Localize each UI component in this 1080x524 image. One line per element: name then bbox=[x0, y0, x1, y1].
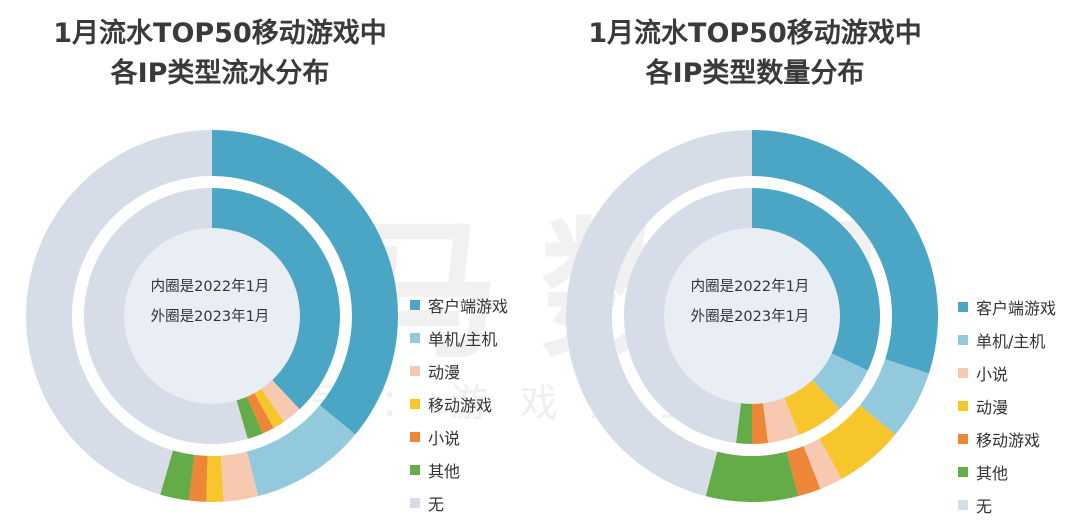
left-legend-label-6: 无 bbox=[428, 494, 445, 514]
right-outer-slice-1 bbox=[859, 359, 929, 435]
right-legend-swatch-3 bbox=[958, 400, 968, 411]
right-legend-label-1: 单机/主机 bbox=[976, 331, 1046, 351]
right-legend-label-0: 客户端游戏 bbox=[976, 298, 1057, 318]
left-legend-label-1: 单机/主机 bbox=[428, 329, 498, 349]
left-legend-label-2: 动漫 bbox=[428, 362, 461, 382]
left-legend-label-4: 小说 bbox=[428, 428, 461, 448]
right-center-line2: 外圈是2023年1月 bbox=[690, 309, 810, 325]
right-chart-title: 1月流水TOP50移动游戏中 各IP类型数量分布 bbox=[540, 14, 970, 94]
left-chart-panel: 1月流水TOP50移动游戏中 各IP类型流水分布 内圈是2022年1月 外圈是2… bbox=[0, 14, 508, 519]
left-donut-chart bbox=[26, 130, 398, 503]
right-outer-slice-5 bbox=[705, 451, 799, 502]
left-legend-item-5: 其他 bbox=[410, 453, 508, 486]
left-legend-swatch-3 bbox=[410, 398, 420, 409]
left-outer-slice-5 bbox=[160, 450, 195, 501]
left-outer-slice-6 bbox=[26, 130, 212, 495]
left-legend-item-6: 无 bbox=[410, 486, 508, 519]
right-legend-swatch-6 bbox=[958, 499, 968, 510]
right-legend-item-1: 单机/主机 bbox=[958, 323, 1056, 356]
left-title-line2: 各IP类型流水分布 bbox=[110, 58, 330, 89]
right-outer-slice-0 bbox=[752, 130, 938, 374]
left-legend-item-1: 单机/主机 bbox=[410, 321, 508, 354]
right-legend-item-6: 无 bbox=[958, 488, 1056, 521]
left-legend-swatch-6 bbox=[410, 497, 420, 508]
left-outer-slice-0 bbox=[212, 130, 398, 435]
left-legend-label-0: 客户端游戏 bbox=[428, 296, 509, 316]
left-legend-item-2: 动漫 bbox=[410, 354, 508, 387]
right-legend-label-5: 其他 bbox=[976, 463, 1009, 483]
left-legend-item-3: 移动游戏 bbox=[410, 387, 508, 420]
right-outer-slice-2 bbox=[819, 405, 896, 479]
left-legend-label-3: 移动游戏 bbox=[428, 395, 493, 415]
right-outer-slice-6 bbox=[566, 129, 752, 497]
left-legend-swatch-0 bbox=[410, 299, 420, 310]
left-chart-title: 1月流水TOP50移动游戏中 各IP类型流水分布 bbox=[0, 14, 440, 94]
right-legend-label-2: 小说 bbox=[976, 364, 1009, 384]
right-legend-item-5: 其他 bbox=[958, 455, 1056, 488]
right-legend-swatch-0 bbox=[958, 301, 968, 312]
right-outer-slice-4 bbox=[786, 446, 821, 497]
right-center-note: 内圈是2022年1月 外圈是2023年1月 bbox=[650, 272, 850, 332]
right-legend-label-4: 移动游戏 bbox=[976, 430, 1041, 450]
right-legend-item-3: 动漫 bbox=[958, 389, 1056, 422]
left-center-note: 内圈是2022年1月 外圈是2023年1月 bbox=[110, 272, 310, 332]
left-legend: 客户端游戏单机/主机动漫移动游戏小说其他无 bbox=[410, 288, 508, 519]
left-legend-label-5: 其他 bbox=[428, 461, 461, 481]
left-center-line2: 外圈是2023年1月 bbox=[150, 309, 270, 325]
left-legend-swatch-5 bbox=[410, 464, 420, 475]
left-legend-swatch-4 bbox=[410, 431, 420, 442]
right-chart-panel: 1月流水TOP50移动游戏中 各IP类型数量分布 内圈是2022年1月 外圈是2… bbox=[540, 0, 1080, 524]
right-center-hole bbox=[664, 228, 840, 404]
right-legend-item-0: 客户端游戏 bbox=[958, 290, 1056, 323]
right-legend-item-4: 移动游戏 bbox=[958, 422, 1056, 455]
left-legend-swatch-1 bbox=[410, 332, 420, 343]
left-center-hole bbox=[124, 228, 300, 404]
right-legend-swatch-1 bbox=[958, 334, 968, 345]
right-legend-label-3: 动漫 bbox=[976, 397, 1009, 417]
right-center-line1: 内圈是2022年1月 bbox=[690, 279, 810, 295]
right-title-line1: 1月流水TOP50移动游戏中 bbox=[588, 18, 922, 49]
right-donut-chart bbox=[566, 129, 938, 502]
left-outer-slice-1 bbox=[246, 405, 356, 497]
right-legend-swatch-5 bbox=[958, 466, 968, 477]
right-legend: 客户端游戏单机/主机小说动漫移动游戏其他无 bbox=[958, 290, 1056, 521]
right-outer-slice-3 bbox=[803, 438, 842, 489]
left-center-line1: 内圈是2022年1月 bbox=[150, 279, 270, 295]
left-legend-swatch-2 bbox=[410, 365, 420, 376]
right-title-line2: 各IP类型数量分布 bbox=[645, 58, 865, 89]
left-outer-slice-3 bbox=[206, 455, 224, 503]
right-legend-swatch-2 bbox=[958, 367, 968, 378]
left-legend-item-4: 小说 bbox=[410, 420, 508, 453]
left-title-line1: 1月流水TOP50移动游戏中 bbox=[53, 18, 387, 49]
right-legend-swatch-4 bbox=[958, 433, 968, 444]
left-outer-slice-2 bbox=[220, 451, 259, 502]
right-legend-item-2: 小说 bbox=[958, 356, 1056, 389]
right-legend-label-6: 无 bbox=[976, 496, 993, 516]
left-outer-slice-4 bbox=[188, 454, 208, 502]
left-legend-item-0: 客户端游戏 bbox=[410, 288, 508, 321]
